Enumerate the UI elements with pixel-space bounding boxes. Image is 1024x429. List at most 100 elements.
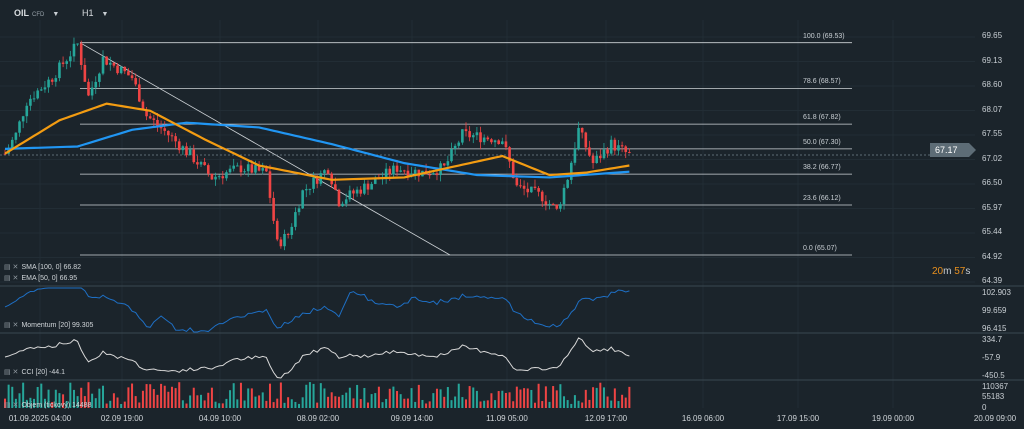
candle-body bbox=[10, 139, 14, 148]
price-axis-label: 67.55 bbox=[982, 129, 1003, 138]
candle-body bbox=[174, 136, 177, 142]
volume-bar bbox=[367, 402, 369, 408]
settings-icon: ▤ ✕ bbox=[4, 402, 19, 409]
candle-body bbox=[116, 65, 119, 74]
candle-body bbox=[344, 199, 348, 204]
candle-body bbox=[90, 87, 94, 96]
candle-body bbox=[25, 105, 29, 117]
timeframe-selector[interactable]: H1 ▼ bbox=[82, 8, 108, 18]
volume-bar bbox=[388, 388, 391, 408]
trend-line bbox=[79, 42, 451, 256]
settings-icon: ▤ ✕ bbox=[4, 322, 19, 329]
candle-body bbox=[206, 165, 210, 174]
candle-body bbox=[283, 233, 286, 247]
price-axis-label: 69.13 bbox=[982, 55, 1003, 65]
candle-body bbox=[65, 61, 69, 64]
chevron-down-icon: ▼ bbox=[52, 11, 60, 18]
volume-bar bbox=[577, 400, 580, 408]
candle-body bbox=[490, 139, 493, 143]
candle-body bbox=[406, 170, 410, 176]
volume-bar bbox=[461, 397, 464, 408]
price-axis-label: 69.65 bbox=[982, 31, 1003, 40]
candle-body bbox=[334, 184, 337, 190]
fib-level-label: 0.0 (65.07) bbox=[803, 245, 837, 252]
legend-volume[interactable]: ▤ ✕ Objem (tickový) 14488 bbox=[4, 402, 92, 409]
candle-body bbox=[188, 149, 192, 156]
time-axis-label: 04.09 10:00 bbox=[198, 414, 242, 423]
volume-bar bbox=[486, 400, 489, 408]
price-axis-label: 65.44 bbox=[982, 227, 1003, 236]
candle-body bbox=[72, 43, 76, 57]
candle-body bbox=[148, 116, 152, 119]
candle-body bbox=[446, 161, 450, 166]
candle-body bbox=[526, 188, 530, 193]
volume-bar bbox=[356, 384, 359, 408]
candle-body bbox=[214, 176, 217, 180]
legend-cci[interactable]: ▤ ✕ CCI [20] -44.1 bbox=[4, 369, 66, 376]
volume-bar bbox=[501, 390, 504, 408]
volume-bar bbox=[450, 400, 453, 408]
volume-bar bbox=[337, 396, 340, 408]
candle-body bbox=[620, 145, 624, 147]
candle-body bbox=[373, 177, 377, 184]
candle-body bbox=[196, 162, 199, 165]
volume-bar bbox=[192, 387, 195, 408]
candle-body bbox=[341, 203, 344, 207]
volume-bar bbox=[581, 402, 584, 408]
candle-body bbox=[170, 135, 174, 137]
candle-body bbox=[69, 56, 72, 62]
volume-bar bbox=[555, 390, 558, 408]
volume-bar bbox=[98, 388, 101, 408]
candle-body bbox=[29, 98, 32, 106]
volume-bar bbox=[163, 385, 166, 408]
legend-ema[interactable]: ▤ ✕ EMA [50, 0] 66.95 bbox=[4, 275, 78, 282]
candle-body bbox=[537, 188, 540, 192]
candle-body bbox=[83, 64, 87, 82]
candle-body bbox=[268, 171, 272, 198]
candle-body bbox=[471, 135, 475, 138]
candle-body bbox=[555, 204, 559, 209]
candle-body bbox=[497, 140, 500, 145]
volume-bar bbox=[483, 400, 486, 408]
volume-bar bbox=[141, 390, 144, 408]
volume-bar bbox=[490, 393, 493, 408]
volume-bar bbox=[225, 398, 228, 408]
price-axis-label: 68.60 bbox=[982, 80, 1003, 89]
volume-bar bbox=[54, 389, 57, 408]
volume-bar bbox=[624, 397, 627, 408]
volume-bar bbox=[279, 382, 282, 408]
symbol-selector[interactable]: OIL CFD ▼ bbox=[14, 8, 59, 18]
volume-bar bbox=[181, 400, 184, 408]
volume-bar bbox=[87, 382, 90, 408]
candle-body bbox=[94, 81, 98, 88]
volume-bar bbox=[385, 398, 388, 408]
candle-body bbox=[602, 149, 606, 159]
volume-bar bbox=[210, 387, 213, 408]
volume-bar bbox=[323, 388, 326, 408]
candle-body bbox=[181, 146, 185, 151]
legend-sma[interactable]: ▤ ✕ SMA [100, 0] 66.82 bbox=[4, 264, 81, 271]
momentum-axis-mid: 99.659 bbox=[982, 306, 1007, 315]
volume-bar bbox=[428, 401, 431, 408]
candle-body bbox=[588, 147, 591, 156]
volume-bar bbox=[287, 397, 290, 408]
volume-bar bbox=[552, 386, 555, 408]
candle-body bbox=[246, 164, 250, 172]
volume-bar bbox=[40, 383, 43, 408]
candle-body bbox=[98, 73, 101, 82]
volume-bar bbox=[298, 403, 301, 408]
volume-bar bbox=[229, 390, 232, 408]
candle-body bbox=[566, 179, 569, 188]
volume-bar bbox=[47, 389, 50, 408]
candle-body bbox=[573, 148, 577, 163]
volume-bar bbox=[548, 401, 551, 408]
candle-body bbox=[167, 130, 170, 136]
candle-body bbox=[36, 90, 39, 99]
candle-body bbox=[624, 146, 628, 153]
legend-momentum[interactable]: ▤ ✕ Momentum [20] 99.305 bbox=[4, 322, 94, 329]
candle-body bbox=[384, 168, 388, 178]
candle-body bbox=[228, 168, 232, 173]
volume-bar bbox=[537, 383, 540, 408]
candle-body bbox=[254, 165, 257, 173]
